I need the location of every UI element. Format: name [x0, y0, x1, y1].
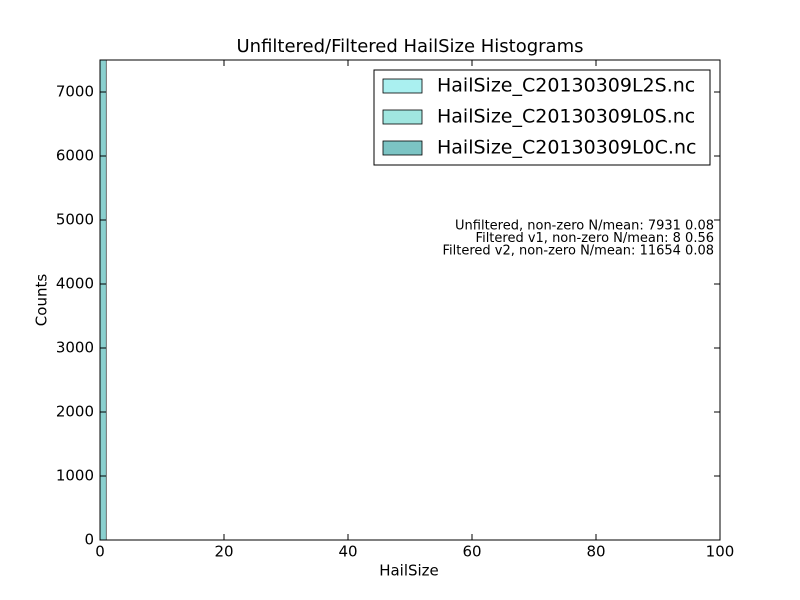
- x-tick-label: 80: [586, 543, 605, 561]
- legend-swatch: [382, 109, 423, 125]
- legend-frame: [373, 69, 711, 166]
- annotation: Filtered v1, non-zero N/mean: 8 0.56: [476, 231, 714, 246]
- y-axis-label: Counts: [33, 274, 51, 327]
- y-tick-label: 3000: [56, 339, 94, 357]
- y-tick-label: 5000: [56, 211, 94, 229]
- histogram-bar: [100, 60, 107, 540]
- y-tick-label: 7000: [56, 83, 94, 101]
- legend-label: HailSize_C20130309L0S.nc: [437, 106, 695, 128]
- legend-swatch: [382, 140, 423, 156]
- x-axis-label: HailSize: [379, 562, 439, 580]
- y-tick-label: 0: [84, 531, 94, 549]
- x-tick-label: 20: [214, 543, 233, 561]
- legend-swatch: [382, 78, 423, 94]
- y-tick-label: 6000: [56, 147, 94, 165]
- legend-label: HailSize_C20130309L2S.nc: [437, 75, 695, 97]
- plot-frame: [99, 59, 721, 541]
- y-tick-label: 2000: [56, 403, 94, 421]
- legend: HailSize_C20130309L2S.nc HailSize_C201303…: [373, 69, 711, 166]
- y-tick-label: 4000: [56, 275, 94, 293]
- annotation: Unfiltered, non-zero N/mean: 7931 0.08: [455, 219, 714, 234]
- legend-label: HailSize_C20130309L0C.nc: [437, 137, 696, 159]
- annotation: Filtered v2, non-zero N/mean: 11654 0.08: [442, 244, 714, 259]
- x-tick-label: 40: [338, 543, 357, 561]
- x-tick-label: 60: [462, 543, 481, 561]
- y-tick-label: 1000: [56, 467, 94, 485]
- bars: [100, 60, 107, 540]
- x-tick-label: 100: [706, 543, 735, 561]
- x-tick-label: 0: [95, 543, 105, 561]
- chart-title: Unfiltered/Filtered HailSize Histograms: [236, 36, 583, 57]
